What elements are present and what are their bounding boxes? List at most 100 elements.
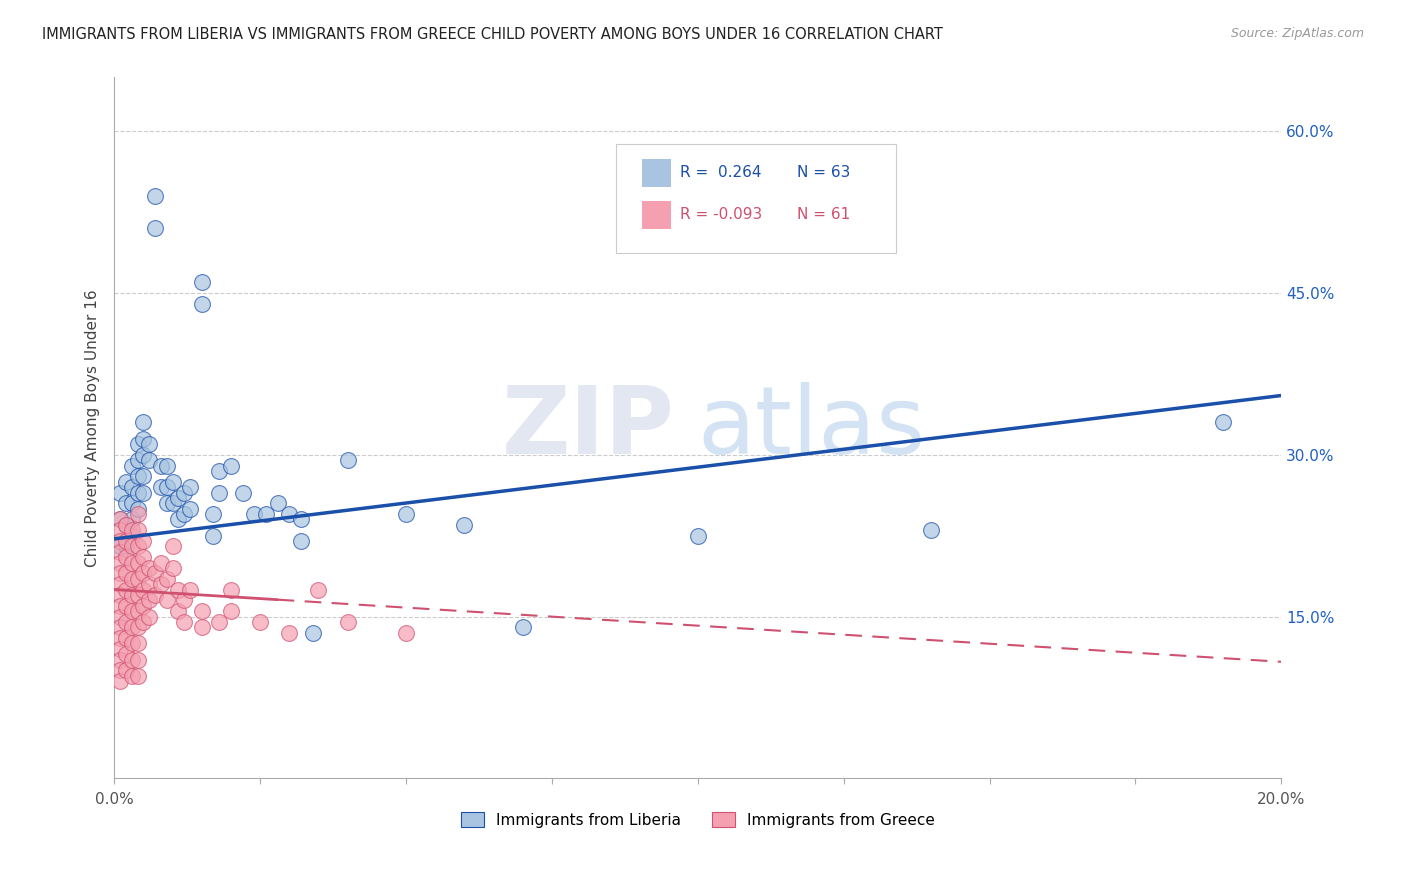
Point (108, 609, 131, 624)
Point (167, 491, 190, 505)
Point (307, 582, 329, 597)
Point (127, 507, 149, 521)
Point (173, 485, 195, 500)
Point (115, 496, 138, 510)
Text: N = 63: N = 63 (797, 165, 851, 180)
Point (127, 501, 149, 516)
Point (132, 615, 155, 629)
Point (115, 566, 138, 581)
Point (138, 609, 160, 624)
Point (249, 615, 271, 629)
Text: atlas: atlas (697, 382, 927, 474)
Point (121, 669, 143, 683)
Point (202, 507, 225, 521)
Point (127, 588, 149, 602)
Point (453, 517, 475, 532)
Point (127, 453, 149, 467)
Point (143, 588, 166, 602)
Point (108, 588, 131, 602)
Point (115, 534, 138, 549)
Point (121, 572, 143, 586)
Point (149, 556, 172, 570)
Point (208, 464, 231, 478)
Point (121, 528, 143, 542)
Point (162, 475, 184, 489)
Point (108, 485, 131, 500)
Point (108, 512, 131, 526)
Point (115, 517, 138, 532)
Point (108, 556, 131, 570)
Text: Source: ZipAtlas.com: Source: ZipAtlas.com (1230, 27, 1364, 40)
Point (138, 577, 160, 591)
Point (115, 540, 138, 554)
Point (115, 615, 138, 629)
Point (173, 507, 195, 521)
Point (121, 652, 143, 666)
Point (219, 604, 242, 618)
Point (208, 485, 231, 500)
Point (121, 480, 143, 494)
Point (395, 625, 418, 640)
Point (108, 620, 131, 634)
Point (108, 512, 131, 526)
Point (162, 496, 184, 510)
Point (108, 545, 131, 559)
Point (121, 496, 143, 510)
Point (290, 512, 312, 526)
Point (121, 588, 143, 602)
Point (132, 416, 155, 430)
Point (336, 453, 359, 467)
Point (108, 664, 131, 678)
Point (108, 652, 131, 666)
Point (254, 507, 277, 521)
Point (156, 480, 179, 494)
Point (115, 664, 138, 678)
Point (179, 480, 201, 494)
Point (190, 275, 212, 289)
Point (162, 540, 184, 554)
Point (301, 625, 323, 640)
Text: IMMIGRANTS FROM LIBERIA VS IMMIGRANTS FROM GREECE CHILD POVERTY AMONG BOYS UNDER: IMMIGRANTS FROM LIBERIA VS IMMIGRANTS FR… (42, 27, 943, 42)
Point (686, 528, 709, 542)
Point (127, 669, 149, 683)
Point (121, 556, 143, 570)
Point (208, 615, 231, 629)
Point (108, 674, 131, 689)
Point (132, 599, 155, 613)
Point (149, 480, 172, 494)
Point (290, 534, 312, 549)
FancyBboxPatch shape (616, 144, 896, 252)
Point (132, 432, 155, 446)
Point (190, 604, 212, 618)
Point (138, 593, 160, 607)
Point (132, 566, 155, 581)
Point (512, 620, 534, 634)
Point (127, 540, 149, 554)
Point (108, 540, 131, 554)
Point (132, 485, 155, 500)
Point (138, 437, 160, 451)
Point (1212, 416, 1234, 430)
Point (127, 620, 149, 634)
Point (121, 523, 143, 537)
Point (108, 566, 131, 581)
Point (138, 561, 160, 575)
Point (132, 550, 155, 565)
Point (920, 523, 942, 537)
Point (127, 572, 149, 586)
Point (115, 631, 138, 645)
Point (115, 599, 138, 613)
Text: ZIP: ZIP (502, 382, 675, 474)
Point (143, 221, 166, 235)
Point (127, 604, 149, 618)
Point (132, 469, 155, 483)
Point (115, 475, 138, 489)
Point (121, 540, 143, 554)
Point (108, 599, 131, 613)
Point (219, 582, 242, 597)
Point (395, 507, 418, 521)
Point (202, 528, 225, 542)
Point (127, 523, 149, 537)
Point (143, 566, 166, 581)
Point (190, 620, 212, 634)
